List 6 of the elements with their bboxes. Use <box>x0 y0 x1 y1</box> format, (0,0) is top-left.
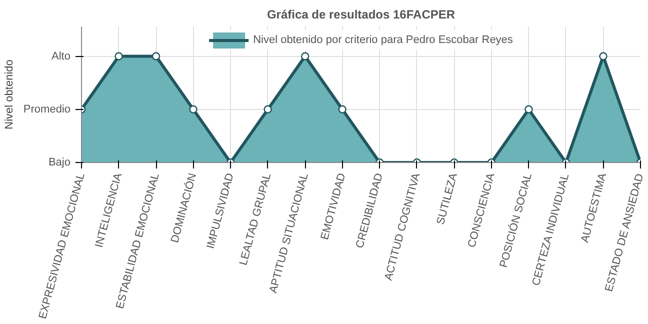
legend-label: Nivel obtenido por criterio para Pedro Escobar Reyes <box>253 34 513 46</box>
chart-title: Gráfica de resultados 16FACPER <box>266 8 456 22</box>
category-label: Alto <box>52 50 71 62</box>
category-label: Bajo <box>48 156 71 168</box>
category-label: Promedio <box>23 103 70 116</box>
y-axis-title: Nivel obtenido <box>3 60 16 130</box>
